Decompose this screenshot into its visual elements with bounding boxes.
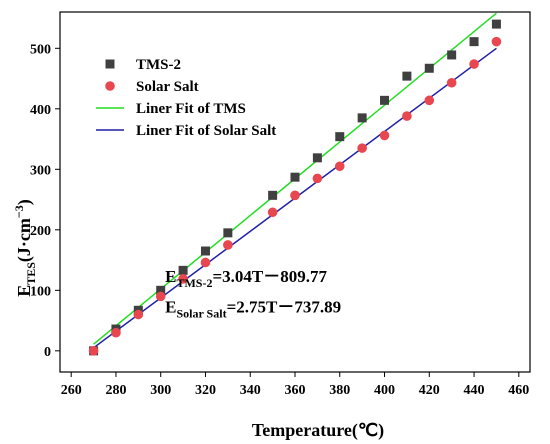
data-point-tms [469,37,479,47]
data-point-tms [290,172,300,182]
y-axis-title-sup: −3 [12,205,26,218]
data-point-solar-salt [469,59,479,69]
x-tick-label: 440 [464,383,485,398]
data-point-solar-salt [424,95,435,106]
data-point-tms [156,285,166,295]
x-tick-label: 400 [374,383,395,398]
equation-main: E [165,267,176,286]
data-point-solar-salt [402,111,412,121]
y-axis-title-sub: TES [24,262,38,285]
data-point-tms [447,50,457,60]
data-points-layer [88,19,502,356]
y-tick-label: 200 [30,224,51,239]
data-point-solar-salt [223,240,233,250]
data-point-solar-salt [312,173,323,184]
data-point-tms [312,153,322,163]
data-point-tms [491,19,501,29]
x-tick-label: 460 [508,383,529,398]
data-point-tms [268,190,278,200]
y-tick-label: 400 [30,103,51,118]
legend-square-symbol [105,59,115,69]
legend-label: Liner Fit of Solar Salt [136,123,276,139]
data-point-solar-salt [446,77,457,88]
data-point-solar-salt [267,207,278,218]
data-point-tms [223,228,233,238]
data-point-tms [424,63,434,73]
legend-label: Liner Fit of TMS [136,101,246,117]
ticks-layer: 260 280 300 320 340 360 380 400 420 440 460 0 100 200… [30,42,529,398]
x-tick-label: 260 [61,383,82,398]
y-tick-label: 300 [30,163,51,178]
legend-label: TMS-2 [136,57,181,73]
legend: TMS-2 Solar Salt Liner Fit of TMS Liner Fit… [96,57,276,139]
x-tick-label: 360 [285,383,306,398]
data-point-tms [200,246,210,256]
data-point-solar-salt [200,257,211,268]
x-axis-title: Temperature(℃) [252,420,384,441]
data-point-solar-salt [491,36,502,47]
x-tick-label: 340 [240,383,261,398]
data-point-solar-salt [111,327,121,338]
y-axis-title-close: ) [14,199,35,205]
data-point-solar-salt [290,190,300,201]
y-tick-label: 100 [30,284,51,299]
x-tick-label: 320 [195,383,216,398]
data-point-solar-salt [88,346,99,356]
data-point-solar-salt [133,309,144,320]
x-tick-label: 380 [329,383,350,398]
equation-subscript: Solar Salt [176,306,226,320]
equation-label: ETMS-2=3.04T－809.77 [165,267,327,290]
equation-label: ESolar Salt=2.75T－737.89 [165,297,341,320]
equation-main: E [165,297,176,316]
y-axis-title: ETES(J·cm−3) [12,199,38,297]
data-point-tms [178,265,188,275]
y-axis-title-main: E [14,285,34,297]
equation-body: =3.04T－809.77 [212,267,327,286]
x-tick-label: 300 [150,383,171,398]
data-point-tms [357,113,367,123]
legend-label: Solar Salt [136,79,199,95]
data-point-tms [335,132,345,142]
x-tick-label: 280 [105,383,126,398]
data-point-solar-salt [357,143,367,153]
data-point-solar-salt [178,274,188,284]
data-point-solar-salt [334,161,345,172]
data-point-solar-salt [155,291,166,302]
data-point-tms [380,95,390,105]
y-axis-title-unit: (J·cm [14,218,35,262]
equation-subscript: TMS-2 [176,276,212,290]
data-point-solar-salt [379,130,390,141]
y-tick-label: 0 [44,345,51,360]
x-tick-label: 420 [419,383,440,398]
equation-body: =2.75T－737.89 [227,297,342,316]
y-tick-label: 500 [30,42,51,57]
legend-circle-symbol [105,81,115,91]
data-point-tms [402,71,412,81]
